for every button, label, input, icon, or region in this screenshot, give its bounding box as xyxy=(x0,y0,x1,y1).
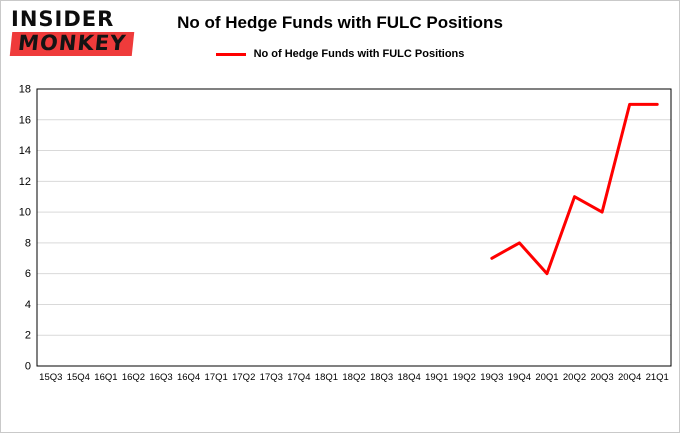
svg-text:14: 14 xyxy=(19,145,31,157)
line-chart: 0 2 4 6 8 10 12 14 16 18 15Q3 15Q4 16Q1 16Q2 16Q3 16Q4 1… xyxy=(19,84,672,383)
svg-text:19Q1: 19Q1 xyxy=(425,372,448,383)
svg-text:19Q4: 19Q4 xyxy=(508,372,531,383)
svg-text:20Q2: 20Q2 xyxy=(563,372,586,383)
logo-text-monkey: MONKEY xyxy=(9,31,135,56)
svg-text:20Q1: 20Q1 xyxy=(535,372,558,383)
svg-text:18Q3: 18Q3 xyxy=(370,372,393,383)
svg-text:15Q3: 15Q3 xyxy=(39,372,62,383)
svg-text:10: 10 xyxy=(19,207,31,219)
svg-text:18Q4: 18Q4 xyxy=(398,372,421,383)
svg-text:12: 12 xyxy=(19,176,31,188)
svg-text:19Q2: 19Q2 xyxy=(453,372,476,383)
legend-label: No of Hedge Funds with FULC Positions xyxy=(253,48,465,60)
svg-text:16Q3: 16Q3 xyxy=(149,372,172,383)
svg-text:2: 2 xyxy=(25,330,31,342)
chart-title: No of Hedge Funds with FULC Positions xyxy=(177,13,503,32)
title-block: No of Hedge Funds with FULC Positions No… xyxy=(1,13,679,60)
svg-text:16Q1: 16Q1 xyxy=(94,372,117,383)
svg-text:6: 6 xyxy=(25,268,31,280)
svg-text:17Q3: 17Q3 xyxy=(260,372,283,383)
logo-text-insider: INSIDER xyxy=(11,7,115,31)
svg-text:17Q1: 17Q1 xyxy=(205,372,228,383)
svg-text:16Q4: 16Q4 xyxy=(177,372,200,383)
svg-text:8: 8 xyxy=(25,237,31,249)
svg-text:16: 16 xyxy=(19,114,31,126)
svg-text:20Q4: 20Q4 xyxy=(618,372,641,383)
svg-text:4: 4 xyxy=(25,299,31,311)
svg-text:18: 18 xyxy=(19,84,31,96)
chart-legend: No of Hedge Funds with FULC Positions xyxy=(1,48,679,60)
svg-text:21Q1: 21Q1 xyxy=(646,372,669,383)
svg-text:0: 0 xyxy=(25,361,31,373)
legend-line-swatch xyxy=(215,52,246,56)
insider-monkey-logo: INSIDER MONKEY xyxy=(9,7,135,56)
svg-text:18Q2: 18Q2 xyxy=(342,372,365,383)
svg-text:17Q4: 17Q4 xyxy=(287,372,310,383)
chart-header: INSIDER MONKEY No of Hedge Funds with FU… xyxy=(1,1,679,79)
svg-text:19Q3: 19Q3 xyxy=(480,372,503,383)
svg-text:20Q3: 20Q3 xyxy=(590,372,613,383)
svg-text:15Q4: 15Q4 xyxy=(67,372,90,383)
svg-text:18Q1: 18Q1 xyxy=(315,372,338,383)
svg-text:16Q2: 16Q2 xyxy=(122,372,145,383)
svg-text:17Q2: 17Q2 xyxy=(232,372,255,383)
